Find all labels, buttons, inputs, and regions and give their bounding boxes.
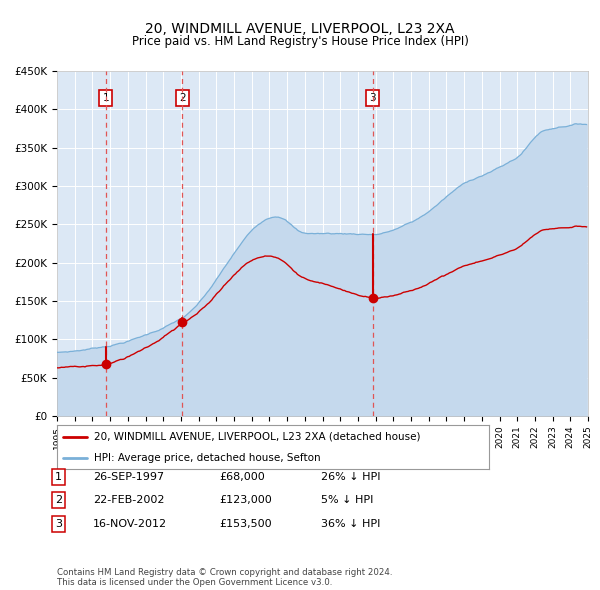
- Text: 2: 2: [55, 496, 62, 505]
- Text: 20, WINDMILL AVENUE, LIVERPOOL, L23 2XA (detached house): 20, WINDMILL AVENUE, LIVERPOOL, L23 2XA …: [94, 432, 420, 442]
- Text: 36% ↓ HPI: 36% ↓ HPI: [321, 519, 380, 529]
- Text: 26% ↓ HPI: 26% ↓ HPI: [321, 472, 380, 481]
- Text: 22-FEB-2002: 22-FEB-2002: [93, 496, 164, 505]
- Text: 2: 2: [179, 93, 185, 103]
- Text: 26-SEP-1997: 26-SEP-1997: [93, 472, 164, 481]
- Text: 1: 1: [103, 93, 109, 103]
- Text: Contains HM Land Registry data © Crown copyright and database right 2024.
This d: Contains HM Land Registry data © Crown c…: [57, 568, 392, 587]
- Text: 20, WINDMILL AVENUE, LIVERPOOL, L23 2XA: 20, WINDMILL AVENUE, LIVERPOOL, L23 2XA: [145, 22, 455, 37]
- Text: 3: 3: [369, 93, 376, 103]
- Text: 16-NOV-2012: 16-NOV-2012: [93, 519, 167, 529]
- Text: 1: 1: [55, 472, 62, 481]
- Text: £68,000: £68,000: [219, 472, 265, 481]
- Text: £153,500: £153,500: [219, 519, 272, 529]
- Text: 5% ↓ HPI: 5% ↓ HPI: [321, 496, 373, 505]
- Text: Price paid vs. HM Land Registry's House Price Index (HPI): Price paid vs. HM Land Registry's House …: [131, 35, 469, 48]
- Text: £123,000: £123,000: [219, 496, 272, 505]
- Text: HPI: Average price, detached house, Sefton: HPI: Average price, detached house, Seft…: [94, 453, 320, 463]
- Text: 3: 3: [55, 519, 62, 529]
